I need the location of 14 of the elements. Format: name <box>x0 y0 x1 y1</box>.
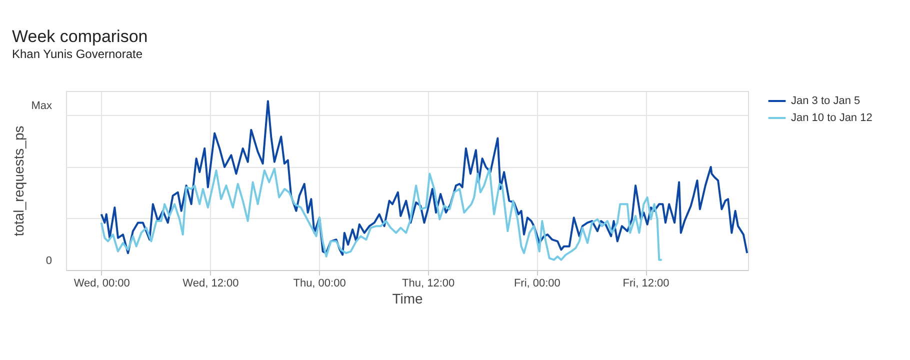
x-tick-label: Fri, 00:00 <box>514 278 560 290</box>
x-tick-label: Thu, 00:00 <box>293 278 346 290</box>
legend-label: Jan 3 to Jan 5 <box>791 95 860 107</box>
x-axis-title: Time <box>392 290 424 306</box>
x-tick-label: Thu, 12:00 <box>402 278 455 290</box>
chart-subtitle: Khan Yunis Governorate <box>12 47 143 61</box>
text: Max <box>31 100 52 112</box>
x-tick-label: Wed, 12:00 <box>182 278 239 290</box>
text: 0 <box>46 255 52 267</box>
x-tick-label: Wed, 00:00 <box>74 278 130 290</box>
x-tick-label: Fri, 12:00 <box>622 278 670 290</box>
chart-title: Week comparison <box>12 27 148 46</box>
y-axis-title: total_requests_ps <box>10 126 26 236</box>
legend-label: Jan 10 to Jan 12 <box>791 112 872 124</box>
